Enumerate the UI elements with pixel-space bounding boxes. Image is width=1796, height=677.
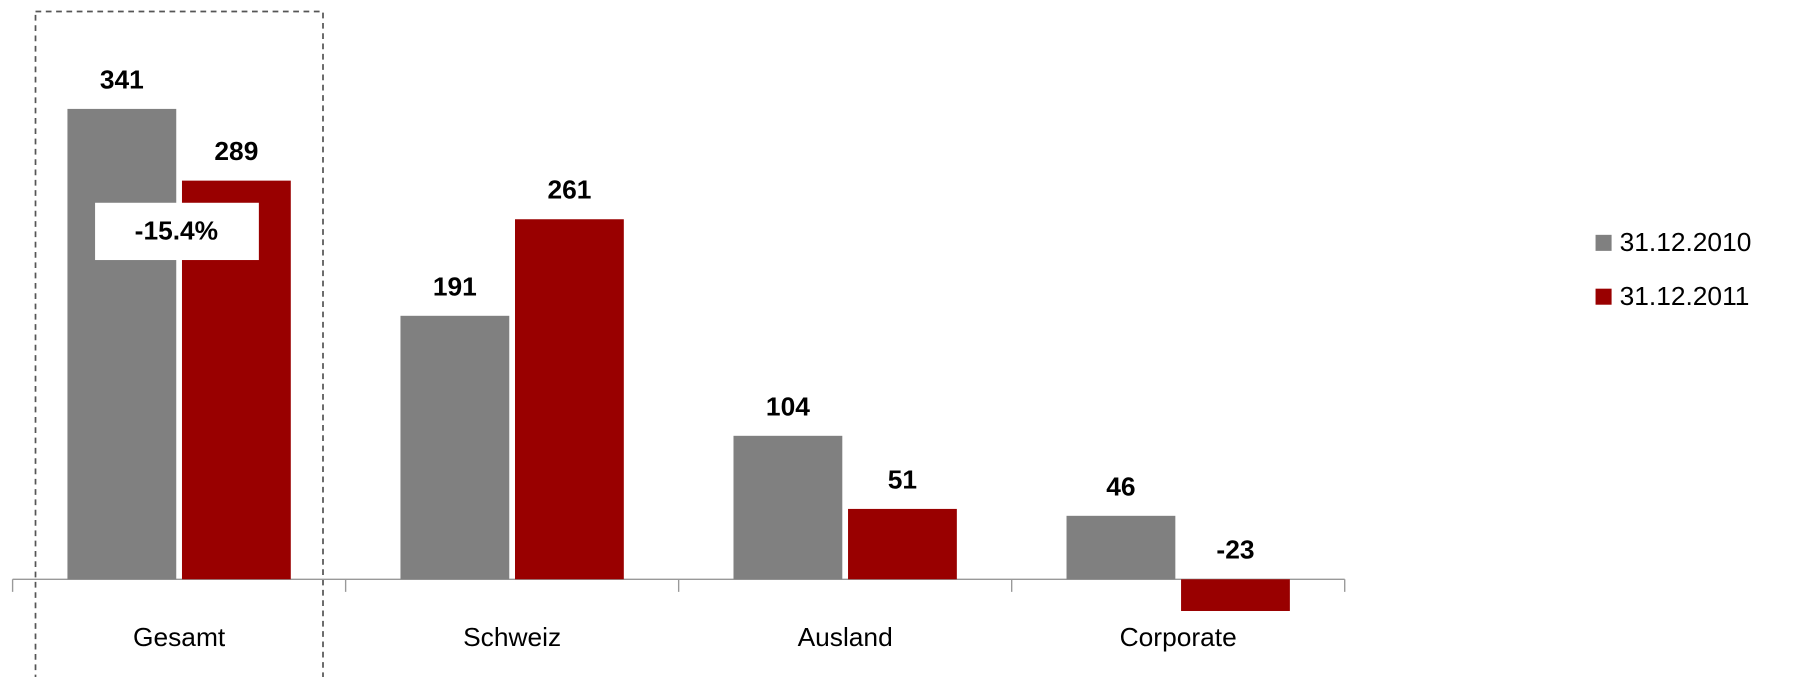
data-label: -23: [1216, 535, 1254, 565]
legend-swatch: [1595, 234, 1612, 251]
data-label: 289: [214, 136, 258, 166]
legend-label: 31.12.2011: [1620, 281, 1750, 311]
annotation: -15.4%: [135, 216, 218, 246]
data-label: 261: [547, 175, 591, 205]
data-label: 104: [766, 391, 810, 421]
bar: [400, 315, 510, 580]
x-tick-label: Schweiz: [463, 622, 561, 652]
annotation-box: [95, 202, 259, 261]
data-label: 341: [100, 64, 144, 94]
x-tick-label: Ausland: [798, 622, 893, 652]
bar: [848, 508, 957, 580]
bar: [515, 219, 624, 580]
x-tick-label: Corporate: [1120, 622, 1237, 652]
bar: [733, 435, 843, 580]
data-label: 191: [433, 271, 477, 301]
data-label: 51: [888, 464, 917, 494]
legend-label: 31.12.2010: [1620, 227, 1752, 257]
x-tick-label: Gesamt: [133, 622, 226, 652]
bar: [1181, 579, 1290, 611]
highlight-box: [34, 10, 324, 677]
legend-swatch: [1595, 288, 1612, 305]
bar: [67, 108, 177, 580]
data-label: 46: [1106, 471, 1135, 501]
bar: [1066, 515, 1176, 580]
